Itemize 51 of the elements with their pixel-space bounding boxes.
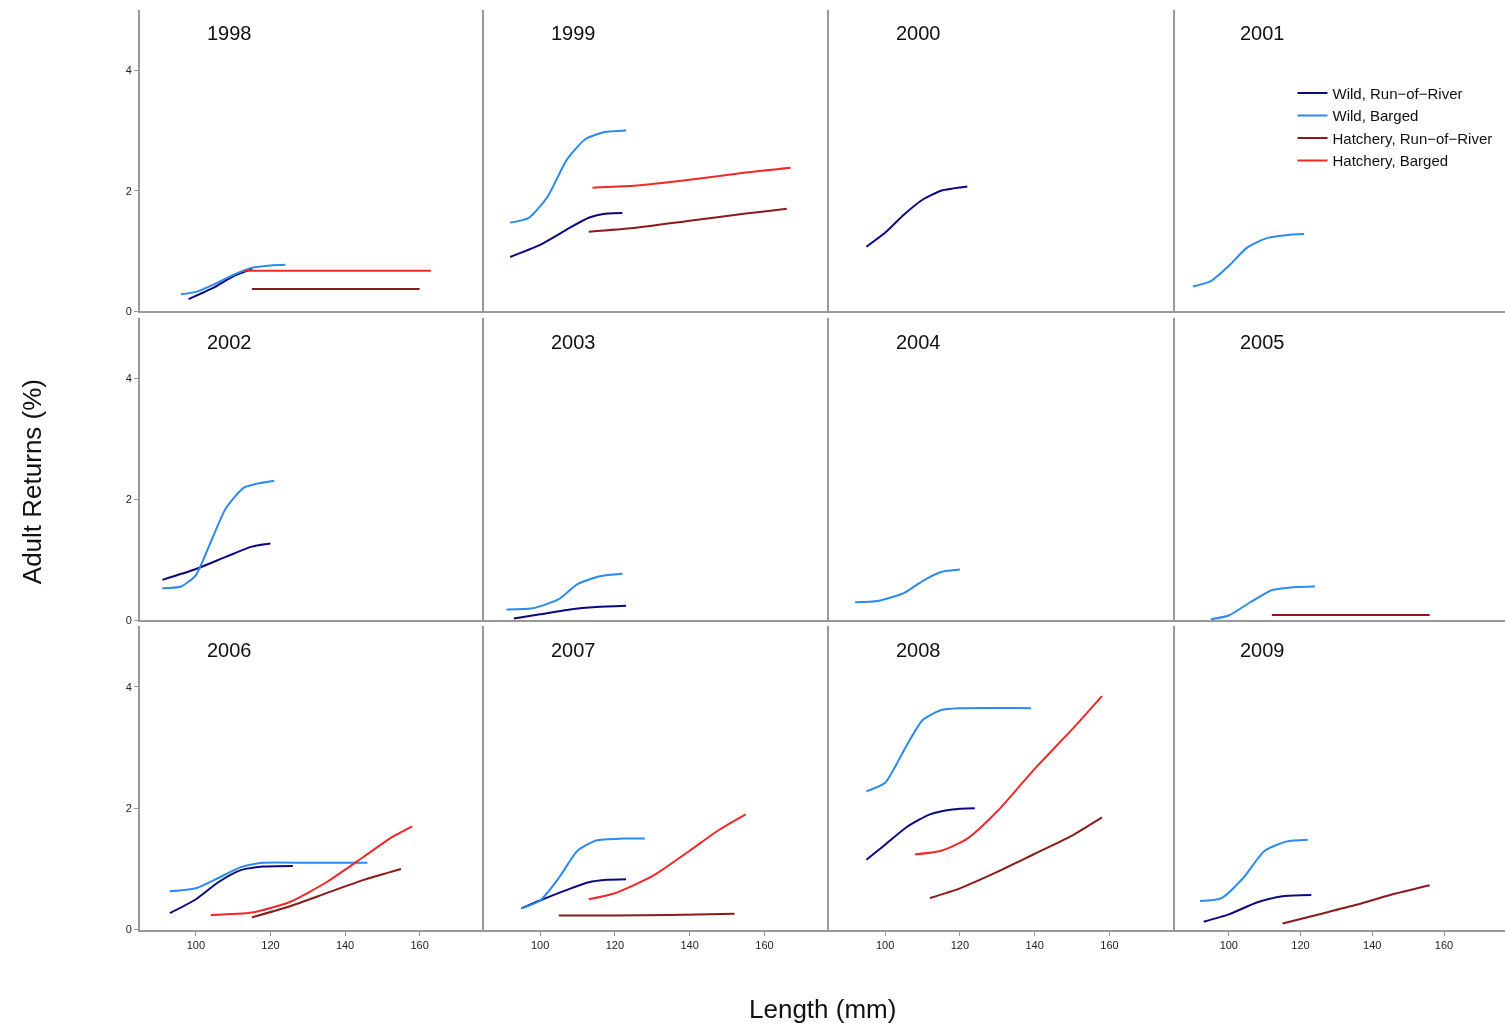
y-tick-label: 0 [125,305,132,318]
legend-label: Hatchery, Run−of−River [1332,129,1493,147]
y-tick-label: 0 [125,614,132,627]
text: 2002 [207,331,252,353]
y-tick-label: 2 [125,802,132,815]
text: 2007 [551,639,596,661]
y-tick-label: 2 [125,184,132,197]
text: 2004 [896,331,941,353]
legend-label: Hatchery, Barged [1332,152,1449,170]
legend-label: Wild, Barged [1332,107,1419,125]
x-axis-title: Length (mm) [749,994,897,1024]
y-tick-label: 4 [125,372,132,385]
line-series [168,861,369,893]
x-tick-label: 100 [530,938,550,951]
x-tick-label: 140 [1363,938,1382,951]
x-tick-label: 120 [950,938,970,951]
line-series [161,542,272,581]
text: 2008 [896,639,941,661]
text: 2001 [1240,22,1285,44]
legend-label: Wild, Run−of−River [1332,84,1463,102]
x-tick-label: 160 [755,938,774,951]
line-series [168,864,294,915]
text: 2006 [207,639,252,661]
x-tick-label: 160 [1434,938,1454,951]
text: 2009 [1240,639,1285,661]
x-tick-label: 120 [605,938,625,951]
text: 1998 [207,22,252,44]
x-tick-label: 120 [261,938,280,951]
x-tick-label: 100 [186,938,206,951]
x-tick-label: 100 [875,938,895,951]
x-tick-label: 140 [680,938,699,951]
y-tick-label: 4 [125,680,132,693]
text: 2005 [1240,331,1285,353]
x-tick-label: 140 [1025,938,1044,951]
text: 2000 [896,22,941,44]
line-series [161,479,276,590]
x-tick-label: 140 [335,938,355,951]
line-series [209,825,414,917]
line-series [250,867,402,919]
y-tick-label: 2 [125,493,132,506]
y-tick-label: 0 [125,923,132,936]
x-tick-label: 160 [410,938,429,951]
y-axis-title: Adult Returns (%) [16,379,47,585]
line-series [187,268,253,301]
x-tick-label: 160 [1100,938,1119,951]
x-tick-label: 120 [1291,938,1310,951]
text: 1999 [551,22,596,44]
line-series [180,263,287,296]
y-tick-label: 4 [125,64,132,77]
x-tick-label: 100 [1219,938,1238,951]
text: 2003 [551,331,596,353]
